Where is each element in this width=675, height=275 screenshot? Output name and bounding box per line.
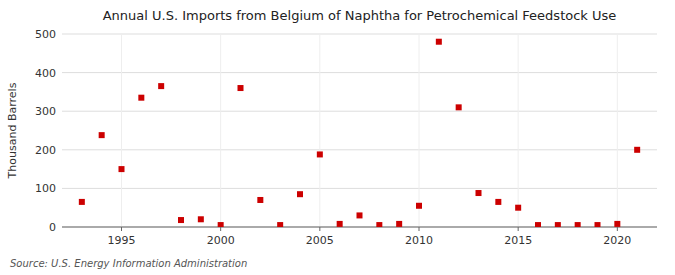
x-grid-line [419, 34, 420, 227]
y-tick-label: 100 [35, 182, 56, 195]
point [337, 221, 343, 227]
x-tick-label: 2010 [405, 234, 433, 247]
x-tick-label: 2015 [504, 234, 532, 247]
y-grid-line [62, 111, 657, 112]
x-tick [617, 227, 618, 231]
point [575, 222, 581, 227]
x-grid-line [518, 34, 519, 227]
point [138, 95, 144, 101]
point [376, 222, 382, 227]
x-grid-line [220, 34, 221, 227]
point [257, 197, 263, 203]
point [119, 166, 125, 172]
point [198, 216, 204, 222]
x-tick-label: 2005 [306, 234, 334, 247]
title: Annual U.S. Imports from Belgium of Naph… [103, 8, 617, 23]
x-tick-label: 2000 [207, 234, 235, 247]
point [495, 199, 501, 205]
point [297, 191, 303, 197]
point [357, 212, 363, 218]
point [416, 203, 422, 209]
x-tick [121, 227, 122, 231]
point [178, 217, 184, 223]
point [595, 222, 601, 227]
y-tick-label: 300 [35, 105, 56, 118]
x-tick [518, 227, 519, 231]
y-grid-line [62, 72, 657, 73]
point [218, 222, 224, 227]
point [79, 199, 85, 205]
y-tick-label: 400 [35, 67, 56, 80]
x-grid-line [121, 34, 122, 227]
point [456, 104, 462, 110]
x-grid-line [617, 34, 618, 227]
point [634, 147, 640, 153]
x-axis-line [62, 227, 657, 228]
y-grid-line [62, 149, 657, 150]
point [436, 39, 442, 45]
y-tick-label: 200 [35, 144, 56, 157]
point [614, 221, 620, 227]
x-tick-label: 2020 [603, 234, 631, 247]
source-note: Source: U.S. Energy Information Administ… [10, 258, 247, 269]
point [555, 222, 561, 227]
point [158, 83, 164, 89]
points [79, 39, 640, 227]
x-tick [319, 227, 320, 231]
point [396, 221, 402, 227]
y-tick-label: 0 [49, 221, 56, 234]
point [99, 132, 105, 138]
point [277, 222, 283, 227]
x-ticks: 1995 2000 2005 2010 2015 2020 [108, 227, 632, 247]
chart: 1995 2000 2005 2010 2015 2020 0 100 200 300 400 500… [0, 0, 675, 275]
x-grid-line [319, 34, 320, 227]
point [238, 85, 244, 91]
x-tick [220, 227, 221, 231]
x-tick [419, 227, 420, 231]
grid [62, 34, 657, 227]
point [535, 222, 541, 227]
point [476, 190, 482, 196]
y-grid-line [62, 188, 657, 189]
y-grid-line [62, 34, 657, 35]
point [515, 205, 521, 211]
y-ticks: 0 100 200 300 400 500 [35, 28, 56, 234]
x-tick-label: 1995 [108, 234, 136, 247]
y-tick-label: 500 [35, 28, 56, 41]
y-axis-label: Thousand Barrels [6, 82, 19, 179]
point [317, 151, 323, 157]
y-grid-line [62, 227, 657, 228]
